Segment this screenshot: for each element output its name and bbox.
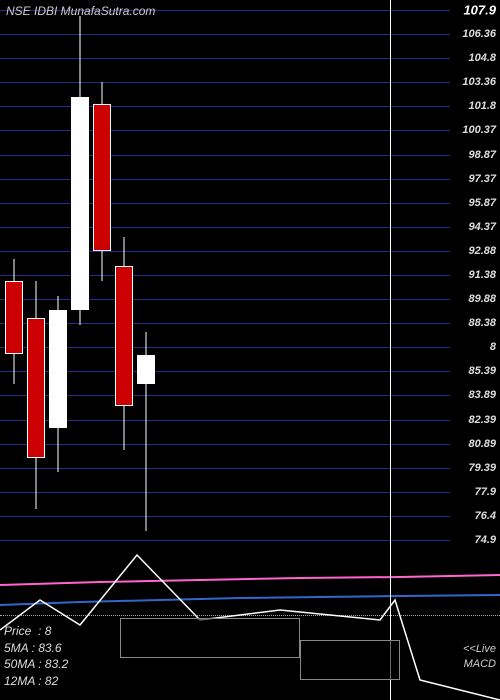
y-axis-label: 103.36	[462, 76, 496, 88]
y-axis-label: 97.37	[468, 173, 496, 185]
gridline	[0, 251, 450, 252]
y-axis-label: 88.38	[468, 317, 496, 329]
ma50-label: 50MA	[4, 657, 35, 671]
gridline	[0, 299, 450, 300]
y-axis-label: 98.87	[468, 149, 496, 161]
info-ma12: 12MA : 82	[4, 673, 68, 690]
candle	[115, 0, 133, 700]
y-axis-label: 76.4	[475, 510, 496, 522]
y-axis-label: 95.87	[468, 197, 496, 209]
gridline	[0, 130, 450, 131]
gridline	[0, 347, 450, 348]
gridline	[0, 58, 450, 59]
ma50-value: 83.2	[45, 657, 68, 671]
y-axis-label: 89.88	[468, 293, 496, 305]
gridline	[0, 371, 450, 372]
y-axis-label: 85.39	[468, 365, 496, 377]
y-axis-label: 74.9	[475, 534, 496, 546]
gridline	[0, 444, 450, 445]
live-label: <<Live	[463, 643, 496, 655]
y-axis-label: 100.37	[462, 124, 496, 136]
candle	[71, 0, 89, 700]
y-axis-label: 82.39	[468, 414, 496, 426]
ma12-value: 82	[45, 674, 58, 688]
candle-body	[137, 355, 155, 384]
gridline	[0, 34, 450, 35]
candle-body	[27, 318, 45, 458]
gridline	[0, 179, 450, 180]
gridline	[0, 82, 450, 83]
gridline	[0, 275, 450, 276]
y-axis-label: 104.8	[468, 52, 496, 64]
price-value: 8	[45, 624, 52, 638]
gridline	[0, 203, 450, 204]
indicator-box-1	[120, 618, 300, 658]
y-axis-label: 106.36	[462, 28, 496, 40]
ma5-value: 83.6	[38, 641, 61, 655]
gridline	[0, 155, 450, 156]
macd-label: MACD	[464, 658, 496, 670]
gridline	[0, 468, 450, 469]
y-axis-labels: 107.9 106.36 104.8 103.36 101.8 100.37 98.87 97…	[450, 0, 500, 700]
candle-body	[71, 97, 89, 310]
gridline	[0, 227, 450, 228]
info-price: Price : 8	[4, 623, 68, 640]
y-axis-label: 80.89	[468, 438, 496, 450]
candlestick-chart: NSE IDBI MunafaSutra.com 107.9 106.36 104.…	[0, 0, 500, 700]
ma12-label: 12MA	[4, 674, 35, 688]
y-axis-label: 77.9	[475, 486, 496, 498]
candle	[93, 0, 111, 700]
indicator-box-2	[300, 640, 400, 680]
y-axis-label: 91.38	[468, 269, 496, 281]
price-label: Price	[4, 624, 31, 638]
info-panel: Price : 8 5MA : 83.6 50MA : 83.2 12MA : …	[4, 623, 68, 690]
candle	[49, 0, 67, 700]
gridline	[0, 323, 450, 324]
y-axis-label: 107.9	[463, 3, 496, 18]
y-axis-label: 79.39	[468, 462, 496, 474]
chart-title: NSE IDBI MunafaSutra.com	[6, 4, 155, 18]
y-axis-label: 92.88	[468, 245, 496, 257]
y-axis-label: 8	[490, 341, 496, 353]
candle-body	[49, 310, 67, 428]
gridline	[0, 395, 450, 396]
candle	[137, 0, 155, 700]
ma5-label: 5MA	[4, 641, 28, 655]
candle-body	[115, 266, 133, 406]
gridline	[0, 106, 450, 107]
gridline	[0, 420, 450, 421]
candle	[27, 0, 45, 700]
gridline	[0, 516, 450, 517]
cursor-vline	[390, 0, 391, 700]
info-ma5: 5MA : 83.6	[4, 640, 68, 657]
gridline	[0, 492, 450, 493]
candle	[5, 0, 23, 700]
y-axis-label: 94.37	[468, 221, 496, 233]
info-ma50: 50MA : 83.2	[4, 656, 68, 673]
gridline	[0, 540, 450, 541]
candle-body	[93, 104, 111, 251]
candle-body	[5, 281, 23, 355]
y-axis-label: 101.8	[468, 100, 496, 112]
y-axis-label: 83.89	[468, 389, 496, 401]
